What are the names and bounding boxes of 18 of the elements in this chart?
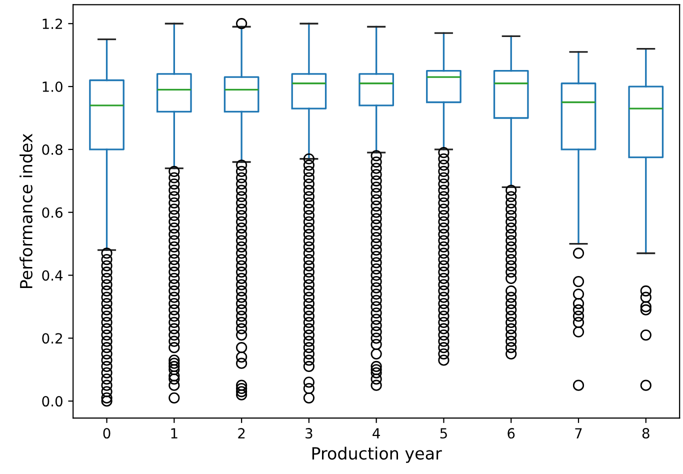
y-tick-label: 0.2 bbox=[42, 333, 62, 344]
x-tick-label: 1 bbox=[171, 428, 178, 438]
x-tick-label: 5 bbox=[440, 428, 447, 439]
y-axis-title: Performance index bbox=[20, 134, 32, 288]
x-tick-label: 7 bbox=[575, 428, 582, 438]
x-tick-label: 0 bbox=[103, 428, 110, 439]
y-tick-label: 1.2 bbox=[42, 18, 62, 29]
y-tick-label: 1.0 bbox=[42, 81, 62, 92]
x-tick-label: 6 bbox=[508, 428, 515, 439]
x-tick-label: 4 bbox=[372, 428, 380, 438]
y-tick-label: 0.6 bbox=[42, 207, 62, 218]
x-tick-label: 8 bbox=[642, 428, 650, 439]
y-tick-label: 0.8 bbox=[42, 144, 62, 155]
y-tick-label: 0.4 bbox=[42, 270, 63, 281]
y-tick-label: 0.0 bbox=[42, 396, 62, 407]
x-tick-label: 3 bbox=[306, 428, 312, 439]
x-tick-label: 2 bbox=[238, 428, 245, 438]
x-axis-title: Production year bbox=[312, 446, 442, 463]
